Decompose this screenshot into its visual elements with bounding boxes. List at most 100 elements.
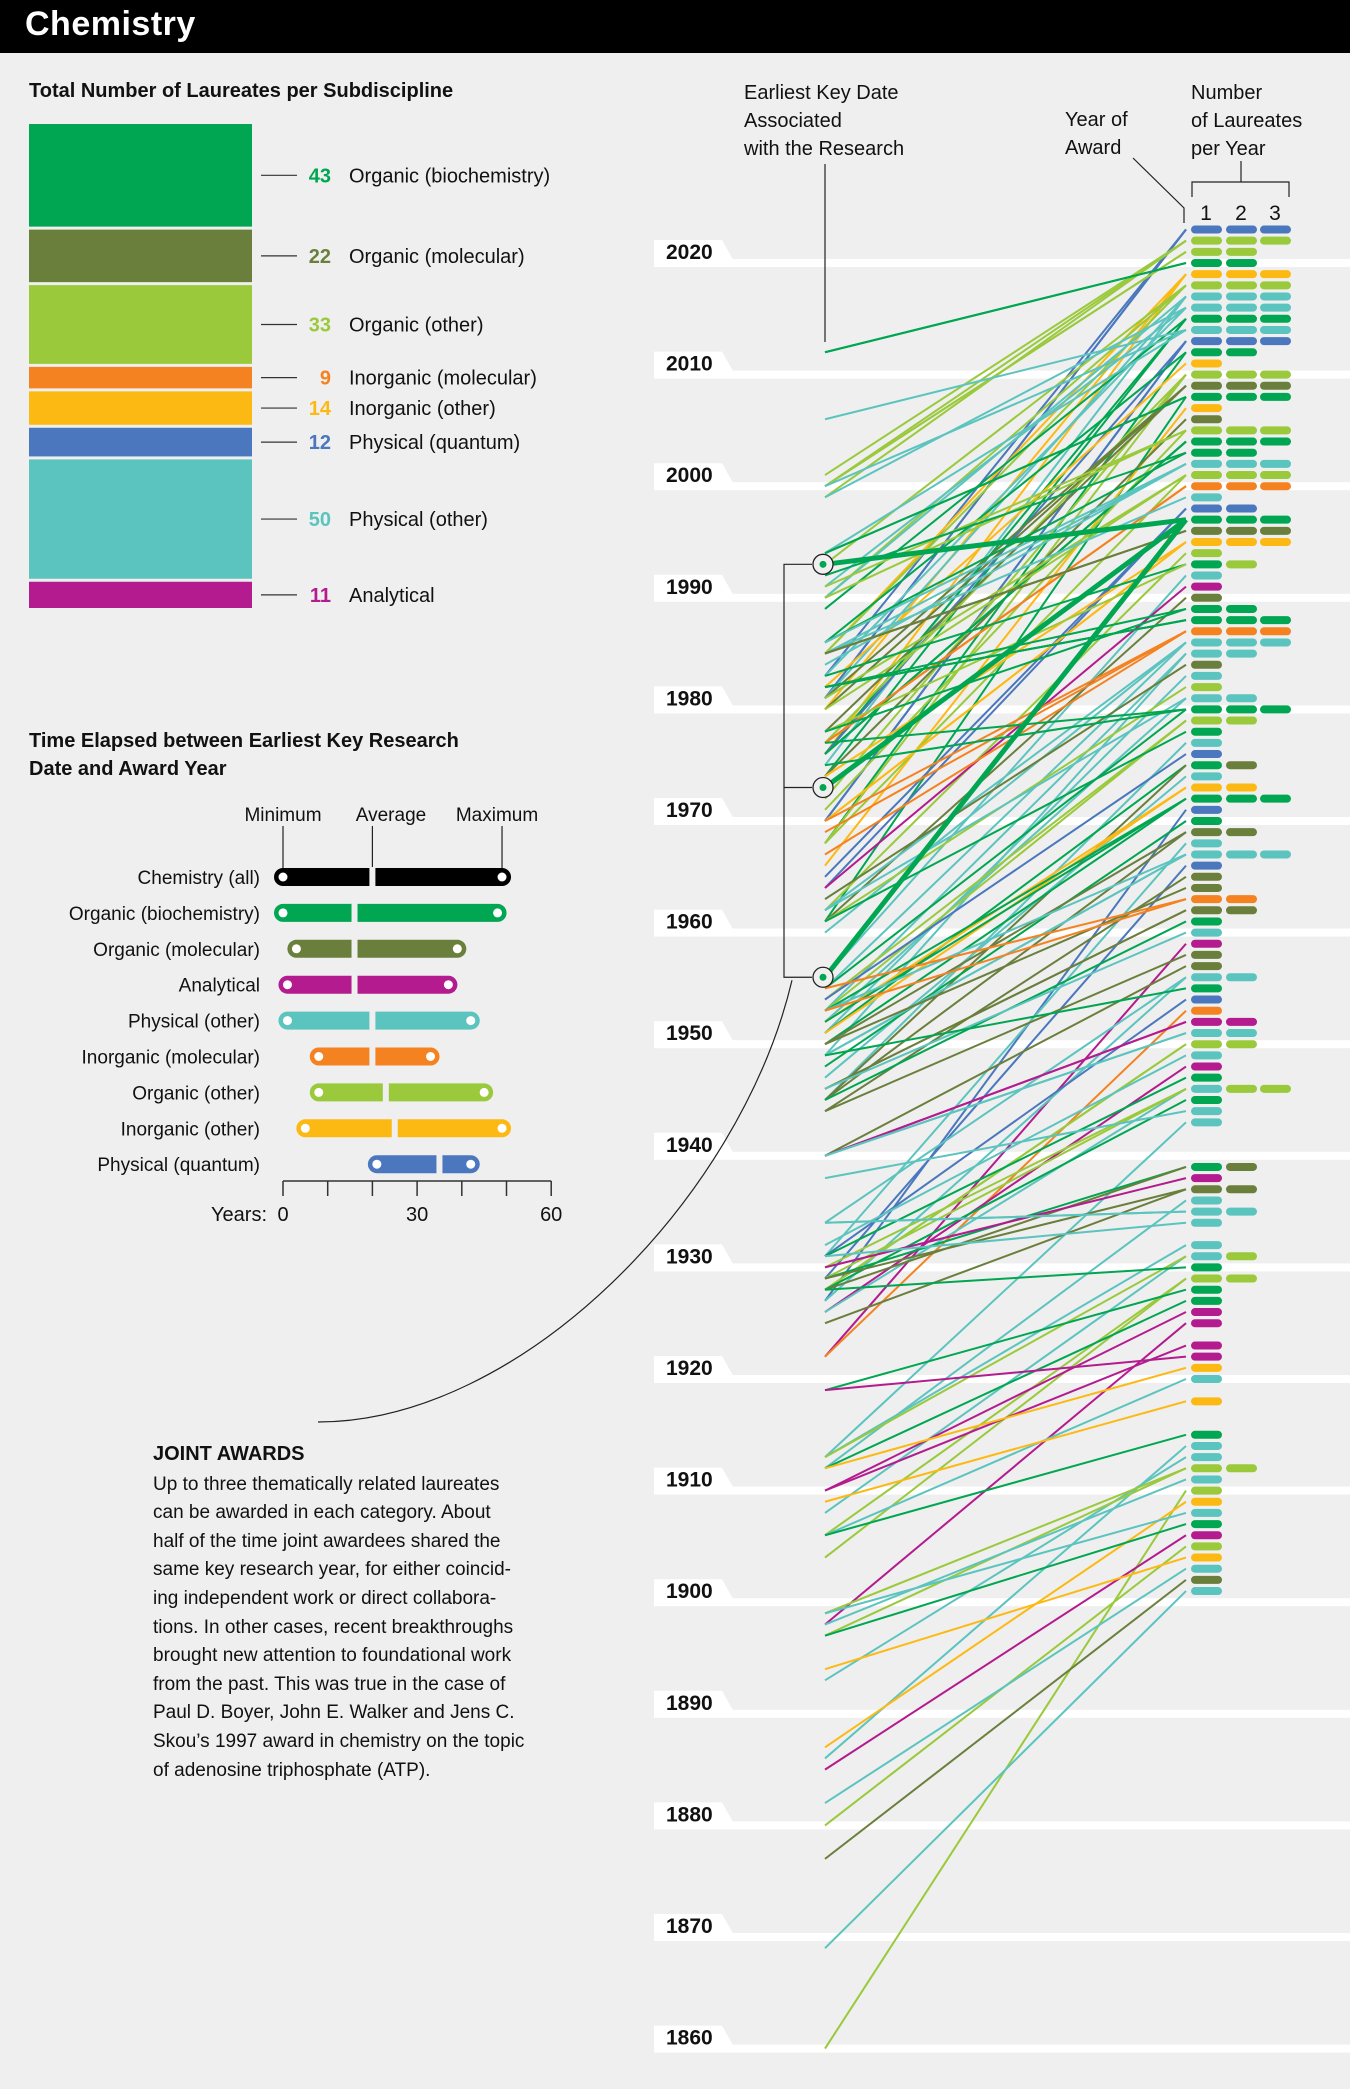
laureate-line: [824, 641, 1187, 990]
laureate-pill: [1191, 1352, 1222, 1361]
laureate-pill: [1191, 1241, 1222, 1250]
laureate-pill: [1191, 1051, 1222, 1060]
laureate-pill: [1191, 337, 1222, 346]
laureate-pill: [1191, 504, 1222, 513]
laureate-pill: [1191, 582, 1222, 591]
laureate-line: [824, 1032, 1187, 1157]
count-tick-label: 3: [1269, 202, 1281, 225]
x-axis-label: Years:: [211, 1204, 267, 1226]
laureate-line: [824, 1087, 1187, 1313]
segment-label: Inorganic (molecular): [349, 368, 537, 390]
laureate-pill: [1191, 426, 1222, 435]
laureate-pill: [1260, 627, 1291, 636]
laureate-line: [824, 1288, 1187, 1392]
laureate-line: [824, 864, 1187, 1280]
year-tab: [654, 1914, 735, 1937]
laureate-line: [824, 1433, 1187, 1537]
gridline-band: [654, 1709, 1350, 1718]
highlight-dot: [819, 560, 827, 568]
laureate-line: [824, 328, 1187, 421]
laureate-pill: [1191, 325, 1222, 334]
laureate-pill: [1191, 984, 1222, 993]
laureate-pill: [1191, 928, 1222, 937]
laureate-pill: [1191, 716, 1222, 725]
laureate-pill: [1191, 872, 1222, 881]
laureate-pill: [1191, 1084, 1222, 1093]
gridline-band: [654, 593, 1350, 602]
laureate-line: [824, 630, 1187, 856]
laureate-pill: [1191, 750, 1222, 759]
laureate-line: [824, 1523, 1187, 1637]
laureate-line: [824, 306, 1187, 677]
segment-label: Physical (quantum): [349, 432, 520, 454]
laureate-line: [824, 1590, 1187, 1949]
laureate-pill: [1260, 337, 1291, 346]
laureate-pill: [1191, 482, 1222, 491]
laureate-pill: [1191, 1062, 1222, 1071]
elapsed-chart-title: Time Elapsed between Earliest Key Resear…: [29, 730, 459, 780]
laureate-pill: [1226, 828, 1257, 837]
laureate-pill: [1260, 303, 1291, 312]
laureate-line: [824, 898, 1187, 1012]
gridline-band: [654, 1151, 1350, 1160]
laureate-pill: [1191, 471, 1222, 480]
gridline-band: [654, 928, 1350, 937]
laureate-pill: [1191, 1475, 1222, 1484]
laureate-pill: [1191, 404, 1222, 413]
laureate-pill: [1191, 392, 1222, 401]
laureate-line: [824, 1355, 1187, 1392]
laureate-pill: [1226, 1162, 1257, 1171]
laureate-line: [824, 730, 1187, 923]
laureate-pill: [1226, 1274, 1257, 1283]
laureate-pill: [1260, 392, 1291, 401]
year-tab: [654, 798, 735, 821]
laureate-pill: [1226, 504, 1257, 513]
laureate-pill: [1191, 939, 1222, 948]
laureate-pill: [1191, 1508, 1222, 1517]
gridline-band: [654, 817, 1350, 825]
laureate-line: [824, 1054, 1187, 1246]
laureate-pill: [1191, 783, 1222, 792]
laureate-line: [824, 295, 1187, 766]
laureate-pill: [1226, 482, 1257, 491]
laureate-pill: [1191, 1017, 1222, 1026]
minimum-dot: [300, 1123, 310, 1133]
laureate-pill: [1226, 649, 1257, 658]
laureate-pill: [1191, 1196, 1222, 1205]
average-marker: [351, 938, 358, 959]
segment-value: 43: [309, 165, 331, 187]
laureate-line: [824, 1567, 1187, 1804]
laureate-pill: [1191, 895, 1222, 904]
average-marker: [351, 974, 358, 995]
laureate-pill: [1191, 917, 1222, 926]
laureate-pill: [1191, 1029, 1222, 1038]
year-tab: [654, 2025, 735, 2049]
laureate-pill: [1191, 1096, 1222, 1104]
gridline-band: [654, 1040, 1350, 1049]
laureate-pill: [1226, 303, 1257, 312]
laureate-pill: [1226, 225, 1257, 234]
laureate-pill: [1260, 459, 1291, 468]
annotation-line: of adenosine triphosphate (ATP).: [153, 1759, 431, 1781]
laureate-pill: [1191, 883, 1222, 892]
laureate-line: [824, 1020, 1187, 1157]
stacked-segment: [29, 229, 252, 283]
laureate-line: [824, 753, 1187, 1001]
laureate-pill: [1191, 1296, 1222, 1305]
laureate-line: [824, 1266, 1187, 1291]
year-tab: [654, 1579, 735, 1603]
stacked-segment: [29, 124, 252, 227]
year-tick-label: 2010: [666, 353, 713, 376]
laureate-pill: [1260, 1084, 1291, 1093]
x-tick-label: 0: [277, 1204, 288, 1226]
maximum-dot: [497, 872, 507, 882]
range-row-label: Organic (biochemistry): [69, 904, 260, 925]
laureate-line: [824, 597, 1187, 923]
annotation-line: Paul D. Boyer, John E. Walker and Jens C…: [153, 1702, 515, 1724]
gridline-band: [654, 1486, 1350, 1495]
highlight-line: [823, 517, 1188, 790]
laureate-pill: [1191, 671, 1222, 680]
year-tick-label: 2000: [666, 464, 713, 487]
laureate-pill: [1191, 1073, 1222, 1082]
